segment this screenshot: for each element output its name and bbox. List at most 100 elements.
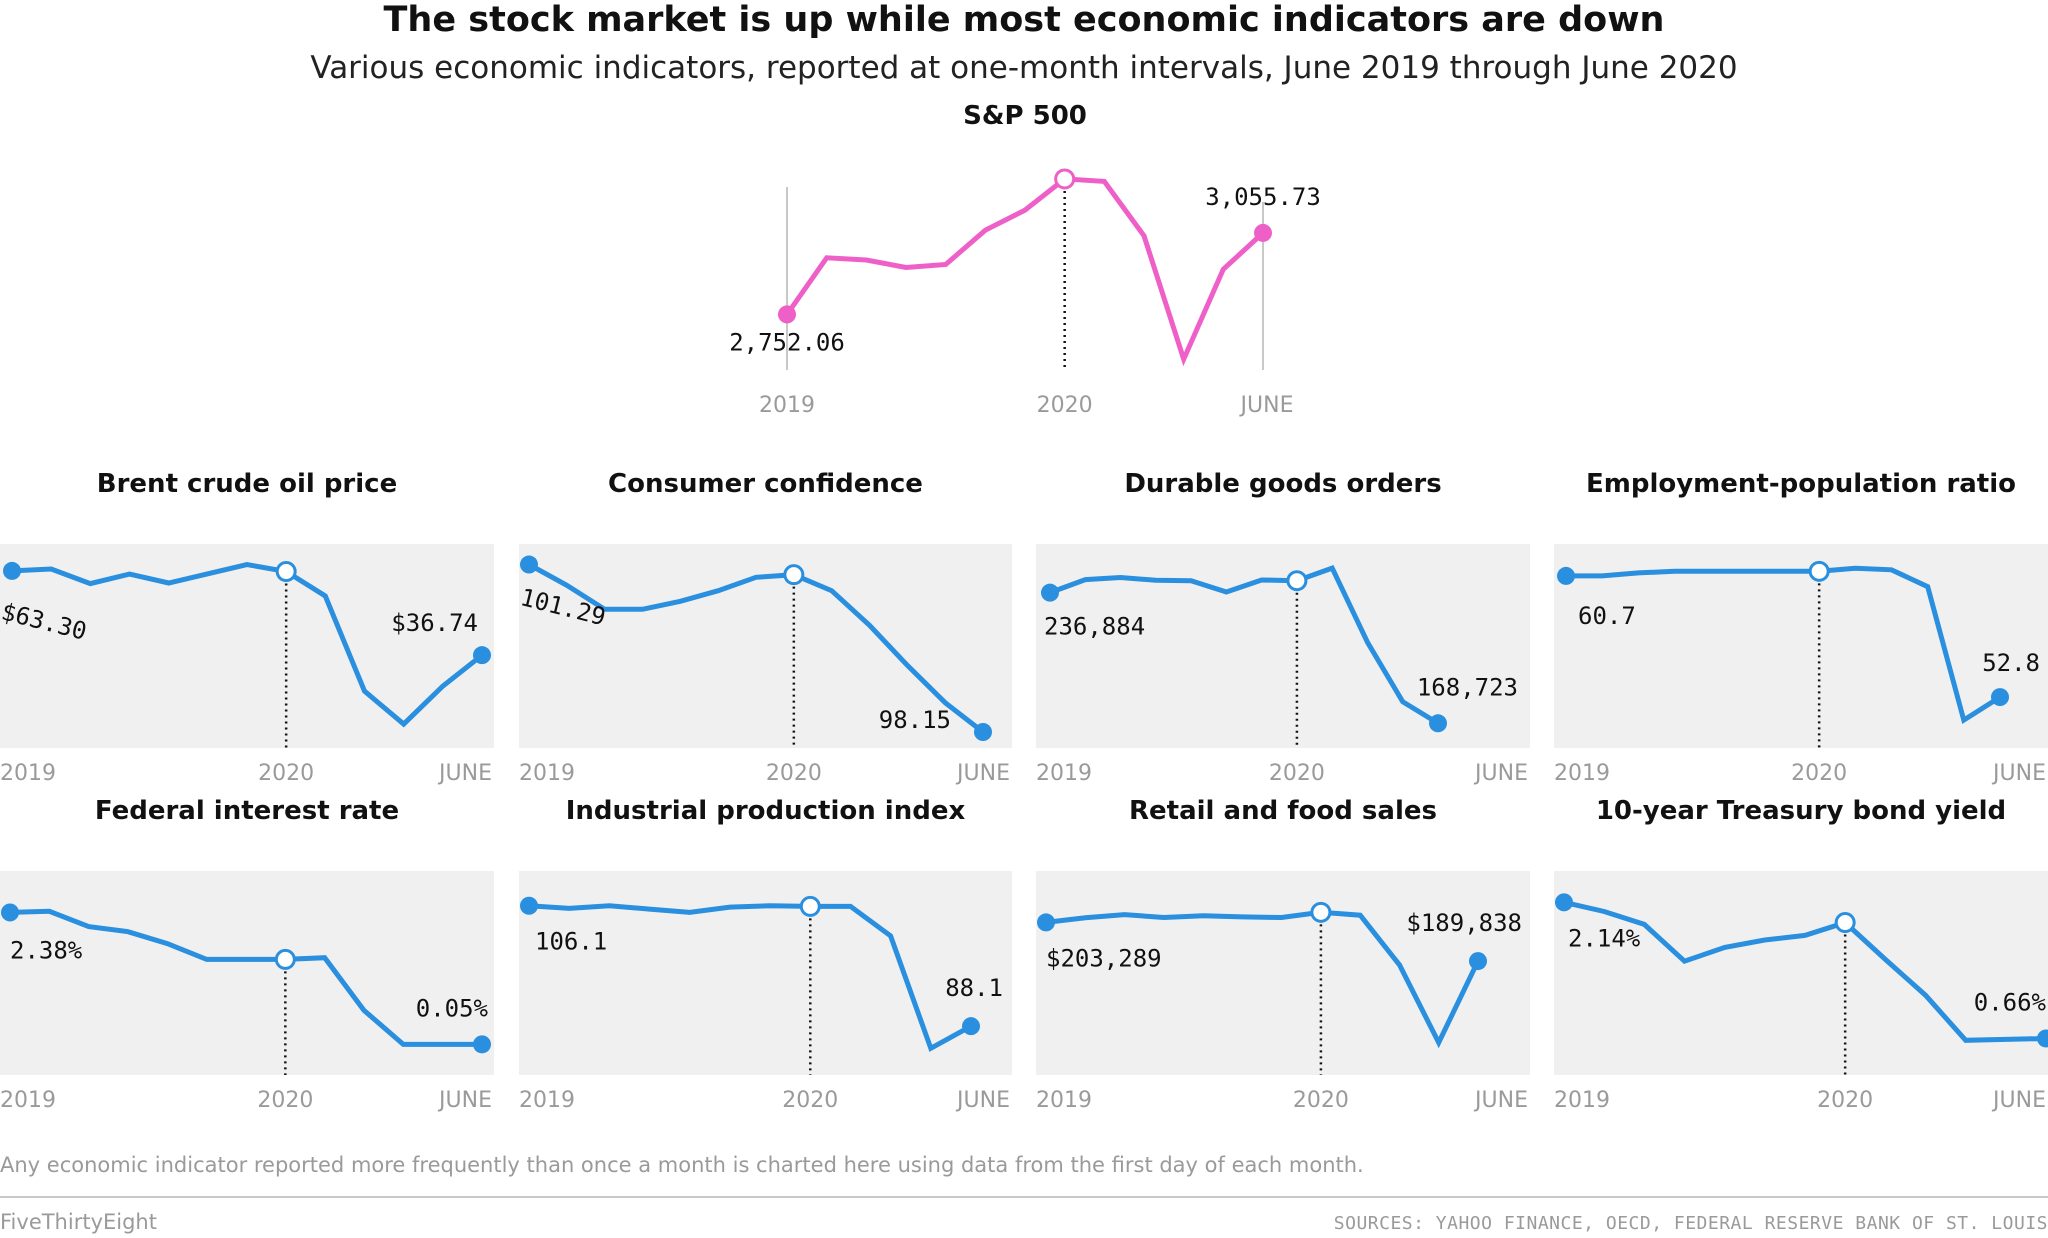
start-point <box>1041 583 1059 602</box>
chart-retail-food: $203,289 $189,838 2019 2020 JUNE <box>1036 871 1530 1113</box>
x-tick-label: 2020 <box>1269 761 1325 786</box>
footer-divider <box>0 1196 2048 1198</box>
jan-2020-point <box>275 561 297 583</box>
jan-2020-point <box>274 948 296 970</box>
panel-background <box>0 544 494 748</box>
series-line <box>1049 564 1440 726</box>
chart-title-treasury-yield: 10-year Treasury bond yield <box>1595 796 2007 826</box>
start-value-label: 2,752.06 <box>729 328 845 356</box>
series-line <box>1566 565 2002 725</box>
end-point <box>473 646 491 665</box>
start-point <box>520 896 538 915</box>
end-point <box>974 723 992 741</box>
start-value-label: 2.38% <box>10 936 83 964</box>
chart-title-brent: Brent crude oil price <box>96 469 398 499</box>
x-tick-label: JUNE <box>1991 1088 2046 1113</box>
x-tick-label: 2020 <box>257 1088 313 1113</box>
start-value-label: 2.14% <box>1568 924 1641 952</box>
chart-title-federal-rate: Federal interest rate <box>94 796 400 826</box>
end-value-label: 52.8 <box>1982 649 2040 677</box>
end-value-label: 98.15 <box>879 706 951 734</box>
end-value-label: $189,838 <box>1406 909 1522 937</box>
panel-background <box>1036 544 1530 748</box>
brand-credit: FiveThirtyEight <box>0 1210 157 1234</box>
start-point <box>520 555 538 574</box>
start-point <box>1557 566 1575 585</box>
start-value-label: 236,884 <box>1044 613 1145 641</box>
chart-title-industrial-production: Industrial production index <box>565 796 966 826</box>
panel-background <box>1554 544 2048 748</box>
panel-background <box>1554 871 2048 1075</box>
start-value-label: 60.7 <box>1578 602 1636 630</box>
end-point <box>1429 714 1447 733</box>
x-tick-label: 2019 <box>1036 761 1092 786</box>
start-point <box>1037 913 1055 932</box>
chart-sp500: 2,752.06 3,055.73 2019 2020 JUNE <box>729 168 1321 418</box>
end-point <box>1991 688 2009 707</box>
end-point <box>473 1035 491 1054</box>
end-value-label: $36.74 <box>391 609 478 637</box>
series-line <box>11 562 484 728</box>
end-point <box>1254 223 1272 242</box>
chart-title-employment-population: Employment-population ratio <box>1585 469 2017 499</box>
x-tick-label: 2020 <box>766 761 822 786</box>
start-point <box>1 903 19 922</box>
x-tick-label: 2019 <box>1554 1088 1610 1113</box>
x-tick-label: 2020 <box>258 761 314 786</box>
x-tick-label: 2019 <box>759 393 815 418</box>
x-tick-label: 2019 <box>1554 761 1610 786</box>
x-tick-label: 2020 <box>1791 761 1847 786</box>
series-line <box>527 562 985 734</box>
start-point <box>778 305 796 324</box>
series-line <box>1045 909 1481 1049</box>
x-tick-label: 2019 <box>519 761 575 786</box>
panel-background <box>1036 871 1530 1075</box>
x-tick-label: JUNE <box>955 1088 1010 1113</box>
end-value-label: 0.05% <box>416 994 489 1022</box>
x-tick-label: JUNE <box>1239 393 1294 418</box>
end-point <box>1469 952 1487 971</box>
chart-title-durable-goods: Durable goods orders <box>1124 469 1442 499</box>
chart-title-consumer-confidence: Consumer confidence <box>608 469 923 499</box>
end-value-label: 88.1 <box>945 974 1003 1002</box>
jan-2020-point <box>799 895 821 917</box>
sources-credit: SOURCES: YAHOO FINANCE, OECD, FEDERAL RE… <box>1333 1213 2048 1234</box>
x-tick-label: 2019 <box>519 1088 575 1113</box>
x-tick-label: 2019 <box>0 761 56 786</box>
footnote: Any economic indicator reported more fre… <box>0 1153 1364 1177</box>
panel-background <box>0 871 494 1075</box>
end-value-label: 3,055.73 <box>1205 183 1321 211</box>
chart-industrial-production: 106.1 88.1 2019 2020 JUNE <box>519 871 1012 1113</box>
series-line <box>9 908 482 1047</box>
x-tick-label: JUNE <box>1991 761 2046 786</box>
x-tick-label: 2019 <box>0 1088 56 1113</box>
x-tick-label: JUNE <box>437 761 492 786</box>
chart-subtitle: Various economic indicators, reported at… <box>310 50 1738 86</box>
jan-2020-point <box>1310 901 1332 923</box>
x-tick-label: 2020 <box>1037 393 1093 418</box>
jan-2020-point <box>1808 560 1830 582</box>
jan-2020-point <box>1834 912 1856 934</box>
series-line <box>1563 899 2047 1043</box>
chart-title-retail-food: Retail and food sales <box>1129 796 1437 826</box>
end-value-label: 0.66% <box>1974 988 2047 1016</box>
chart-treasury-yield: 2.14% 0.66% 2019 2020 JUNE <box>1554 871 2048 1113</box>
series-line <box>528 903 973 1052</box>
x-tick-label: JUNE <box>1473 761 1528 786</box>
x-tick-label: 2019 <box>1036 1088 1092 1113</box>
start-value-label: $203,289 <box>1046 944 1162 972</box>
start-point <box>1555 893 1573 912</box>
end-point <box>962 1017 980 1036</box>
end-value-label: 168,723 <box>1417 673 1518 701</box>
end-point <box>2037 1029 2048 1048</box>
chart-durable-goods: 236,884 168,723 2019 2020 JUNE <box>1036 544 1530 786</box>
series-line <box>784 176 1265 367</box>
chart-employment-population: 60.7 52.8 2019 2020 JUNE <box>1554 544 2048 786</box>
jan-2020-point <box>1286 570 1308 592</box>
chart-federal-rate: 2.38% 0.05% 2019 2020 JUNE <box>0 871 494 1113</box>
x-tick-label: JUNE <box>955 761 1010 786</box>
jan-2020-point <box>783 564 805 586</box>
x-tick-label: JUNE <box>437 1088 492 1113</box>
